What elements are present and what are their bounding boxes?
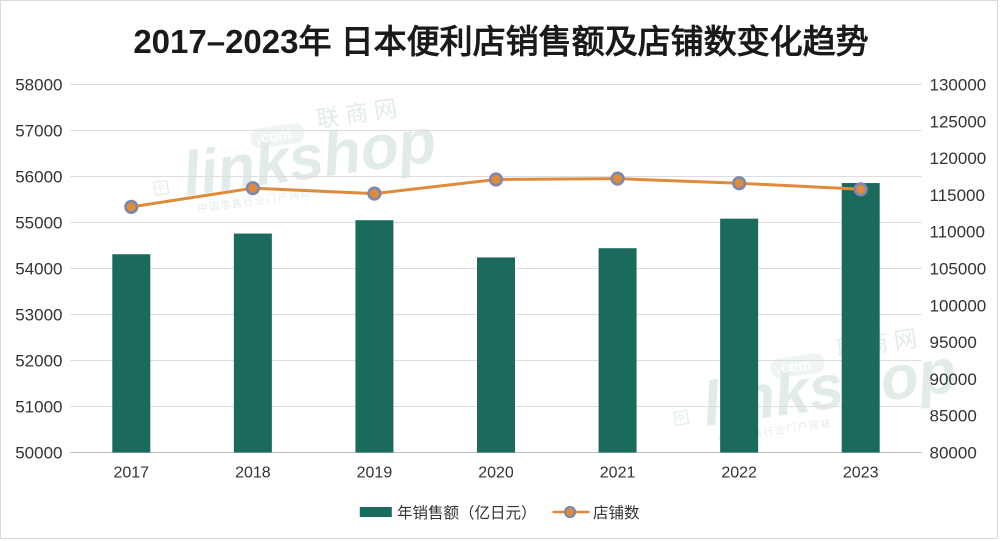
svg-text:年销售额（亿日元）: 年销售额（亿日元）: [397, 504, 537, 522]
svg-text:店铺数: 店铺数: [593, 504, 640, 522]
